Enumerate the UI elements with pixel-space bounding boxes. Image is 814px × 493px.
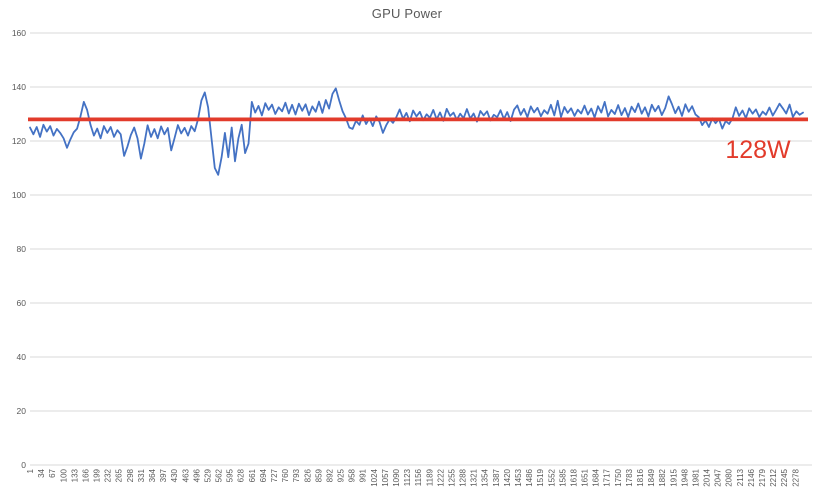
y-axis-labels: 0 20 40 60 80 100 120 140 160 [12,28,26,470]
svg-text:166: 166 [82,468,91,482]
svg-text:397: 397 [159,468,168,482]
svg-text:529: 529 [204,468,213,482]
svg-text:331: 331 [137,468,146,482]
svg-text:40: 40 [17,352,27,362]
svg-text:1057: 1057 [381,468,390,486]
svg-text:298: 298 [126,468,135,482]
svg-text:562: 562 [215,468,224,482]
chart-title: GPU Power [371,6,443,21]
svg-text:1717: 1717 [603,468,612,486]
svg-text:1816: 1816 [636,468,645,486]
svg-text:1486: 1486 [525,468,534,486]
svg-text:133: 133 [70,468,79,482]
svg-text:1090: 1090 [392,468,401,486]
svg-text:364: 364 [148,468,157,482]
svg-text:496: 496 [192,468,201,482]
svg-text:2278: 2278 [791,468,800,486]
svg-text:793: 793 [292,468,301,482]
svg-text:100: 100 [59,468,68,482]
svg-text:1882: 1882 [658,468,667,486]
svg-text:1948: 1948 [680,468,689,486]
svg-text:80: 80 [17,244,27,254]
svg-text:694: 694 [259,468,268,482]
svg-text:1849: 1849 [647,468,656,486]
svg-text:2212: 2212 [769,468,778,486]
svg-text:160: 160 [12,28,26,38]
svg-text:1321: 1321 [470,468,479,486]
svg-text:1783: 1783 [625,468,634,486]
svg-text:1123: 1123 [403,468,412,486]
svg-text:595: 595 [226,468,235,482]
svg-text:892: 892 [326,468,335,482]
svg-text:1519: 1519 [536,468,545,486]
svg-text:2113: 2113 [736,468,745,486]
svg-text:67: 67 [48,468,57,477]
svg-text:265: 265 [115,468,124,482]
svg-text:727: 727 [270,468,279,482]
svg-text:1024: 1024 [370,468,379,486]
svg-text:1222: 1222 [436,468,445,486]
svg-text:2080: 2080 [725,468,734,486]
svg-text:826: 826 [303,468,312,482]
svg-text:1750: 1750 [614,468,623,486]
svg-text:2014: 2014 [703,468,712,486]
svg-text:925: 925 [337,468,346,482]
svg-text:60: 60 [17,298,27,308]
svg-text:2245: 2245 [780,468,789,486]
svg-text:958: 958 [348,468,357,482]
svg-text:2146: 2146 [747,468,756,486]
svg-text:1354: 1354 [481,468,490,486]
svg-text:760: 760 [281,468,290,482]
svg-text:120: 120 [12,136,26,146]
x-axis-labels: 1 34 67 100 133 166 199 232 265 298 331 364 397 430 46… [26,468,800,486]
svg-text:1288: 1288 [459,468,468,486]
reference-line-label: 128W [725,136,791,164]
svg-text:1651: 1651 [581,468,590,486]
gpu-power-series [29,87,804,176]
svg-text:0: 0 [21,460,26,470]
svg-text:20: 20 [17,406,27,416]
svg-text:1156: 1156 [414,468,423,486]
svg-text:1552: 1552 [547,468,556,486]
svg-text:1585: 1585 [558,468,567,486]
svg-text:1981: 1981 [692,468,701,486]
svg-text:2047: 2047 [714,468,723,486]
svg-text:991: 991 [359,468,368,482]
svg-text:1453: 1453 [514,468,523,486]
svg-text:661: 661 [248,468,257,482]
svg-text:1618: 1618 [570,468,579,486]
svg-text:1189: 1189 [425,468,434,486]
svg-text:140: 140 [12,82,26,92]
svg-text:2179: 2179 [758,468,767,486]
svg-text:1420: 1420 [503,468,512,486]
svg-text:1387: 1387 [492,468,501,486]
svg-text:232: 232 [104,468,113,482]
svg-text:199: 199 [93,468,102,482]
svg-text:628: 628 [237,468,246,482]
svg-text:859: 859 [314,468,323,482]
svg-text:100: 100 [12,190,26,200]
gridlines [30,32,812,466]
svg-text:1684: 1684 [592,468,601,486]
svg-text:1915: 1915 [669,468,678,486]
svg-text:1: 1 [26,468,35,473]
svg-text:34: 34 [37,468,46,477]
svg-text:1255: 1255 [448,468,457,486]
svg-text:430: 430 [170,468,179,482]
svg-text:463: 463 [181,468,190,482]
